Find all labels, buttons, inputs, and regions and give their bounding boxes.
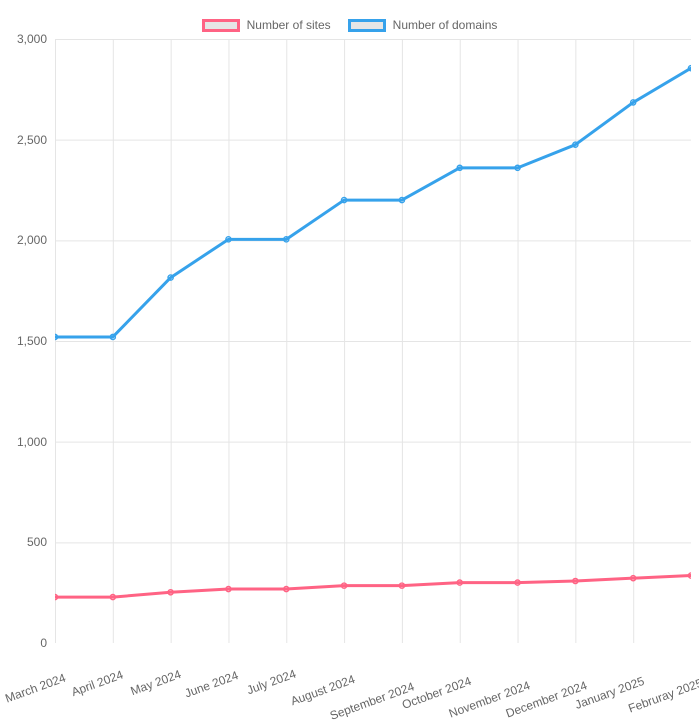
- data-point-marker[interactable]: [572, 577, 579, 585]
- legend-item[interactable]: Number of domains: [347, 17, 498, 32]
- series-line: [55, 66, 691, 339]
- y-axis-tick-label: 1,000: [16, 434, 47, 449]
- series-layer: [55, 64, 691, 601]
- y-axis-tick-label: 1,500: [16, 334, 47, 348]
- y-axis-tick-labels: 0 500 1,000 1,500 2,000 2,500 3,000: [0, 32, 55, 650]
- y-axis-tick-label: 3,000: [16, 32, 47, 46]
- data-point-marker[interactable]: [456, 579, 464, 586]
- data-point-marker[interactable]: [398, 582, 406, 589]
- data-point-marker[interactable]: [340, 196, 348, 204]
- x-axis-tick-label: March 2024: [3, 670, 68, 706]
- data-point-marker[interactable]: [398, 196, 406, 204]
- legend-item-label: Number of domains: [392, 17, 498, 32]
- x-axis-tick-label: April 2024: [69, 667, 125, 700]
- chart-legend: Number of sites Number of domains: [0, 13, 699, 37]
- series-line: [55, 574, 691, 599]
- data-point-marker[interactable]: [225, 585, 232, 593]
- data-point-marker[interactable]: [55, 593, 59, 601]
- data-point-marker[interactable]: [282, 585, 290, 593]
- vertical-gridlines: [55, 39, 635, 643]
- data-point-marker[interactable]: [55, 333, 59, 341]
- data-point-marker[interactable]: [456, 164, 464, 172]
- data-point-marker[interactable]: [514, 579, 521, 586]
- x-axis-tick-label: June 2024: [183, 668, 241, 701]
- x-axis-tick-label: May 2024: [128, 667, 183, 699]
- y-axis-tick-label: 500: [26, 535, 47, 550]
- data-point-marker[interactable]: [225, 236, 232, 243]
- x-axis-tick-label: July 2024: [245, 666, 299, 698]
- data-point-marker[interactable]: [687, 64, 691, 72]
- data-point-marker[interactable]: [687, 572, 691, 579]
- series-1: [55, 572, 691, 601]
- legend-item[interactable]: Number of sites: [201, 17, 331, 32]
- horizontal-gridlines: [55, 39, 691, 544]
- data-point-marker[interactable]: [167, 588, 174, 596]
- data-point-marker[interactable]: [340, 582, 348, 589]
- data-point-marker[interactable]: [629, 574, 637, 582]
- data-point-marker[interactable]: [282, 236, 290, 243]
- data-point-marker[interactable]: [109, 593, 117, 601]
- data-point-marker[interactable]: [514, 164, 521, 172]
- y-axis-tick-label: 2,000: [16, 233, 47, 248]
- y-axis-tick-label: 0: [40, 636, 47, 650]
- data-point-marker[interactable]: [167, 274, 174, 281]
- data-point-marker[interactable]: [109, 333, 117, 341]
- x-axis-tick-labels: March 2024 April 2024 May 2024 June 2024 Jul…: [0, 643, 699, 723]
- data-point-marker[interactable]: [572, 141, 579, 148]
- legend-swatch-icon: [201, 18, 240, 32]
- legend-swatch-icon: [347, 18, 386, 32]
- plot-svg: [55, 39, 691, 643]
- line-chart: Number of sites Number of domains 0 500 1,0…: [0, 13, 699, 723]
- legend-item-label: Number of sites: [246, 17, 331, 32]
- y-axis-tick-label: 2,500: [16, 132, 47, 147]
- data-point-marker[interactable]: [629, 99, 637, 106]
- plot-area: [55, 39, 691, 643]
- series-2: [55, 64, 691, 341]
